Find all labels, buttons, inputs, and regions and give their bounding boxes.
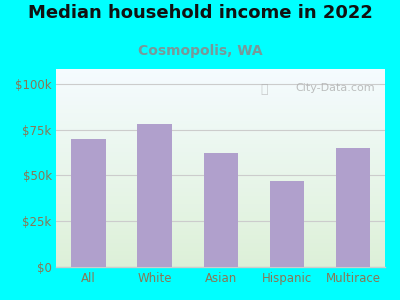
Bar [56,204,385,208]
Bar [56,263,385,267]
Bar [56,160,385,164]
Bar [56,121,385,124]
Bar [56,212,385,216]
Bar [56,85,385,89]
Text: Median household income in 2022: Median household income in 2022 [28,4,372,22]
Bar [336,148,370,267]
Bar [56,132,385,137]
Text: City-Data.com: City-Data.com [296,83,375,93]
Bar [56,117,385,121]
Bar [56,156,385,160]
Bar [56,77,385,81]
Bar [56,144,385,148]
Bar [56,196,385,200]
Bar [56,93,385,97]
Bar [56,251,385,255]
Bar [56,128,385,132]
Bar [56,136,385,140]
Bar [56,81,385,85]
Bar [56,101,385,105]
Bar [56,69,385,73]
Bar [56,200,385,204]
Bar [56,89,385,93]
Bar [56,124,385,128]
Bar [270,181,304,267]
Bar [56,105,385,109]
Bar [138,124,172,267]
Bar [56,164,385,168]
Bar [56,224,385,227]
Bar [72,139,106,267]
Bar [204,153,238,267]
Bar [56,73,385,77]
Bar [56,227,385,232]
Bar [56,259,385,263]
Bar [56,188,385,192]
Bar [56,184,385,188]
Text: ⓘ: ⓘ [260,83,268,96]
Bar [56,112,385,117]
Bar [56,140,385,144]
Bar [56,148,385,152]
Bar [56,243,385,247]
Bar [56,152,385,156]
Bar [56,208,385,212]
Bar [56,109,385,112]
Bar [56,97,385,101]
Text: Cosmopolis, WA: Cosmopolis, WA [138,44,262,58]
Bar [56,180,385,184]
Bar [56,168,385,172]
Bar [56,216,385,220]
Bar [56,247,385,251]
Bar [56,239,385,243]
Bar [56,255,385,259]
Bar [56,236,385,239]
Bar [56,176,385,180]
Bar [56,172,385,176]
Bar [56,220,385,224]
Bar [56,232,385,236]
Bar [56,192,385,196]
